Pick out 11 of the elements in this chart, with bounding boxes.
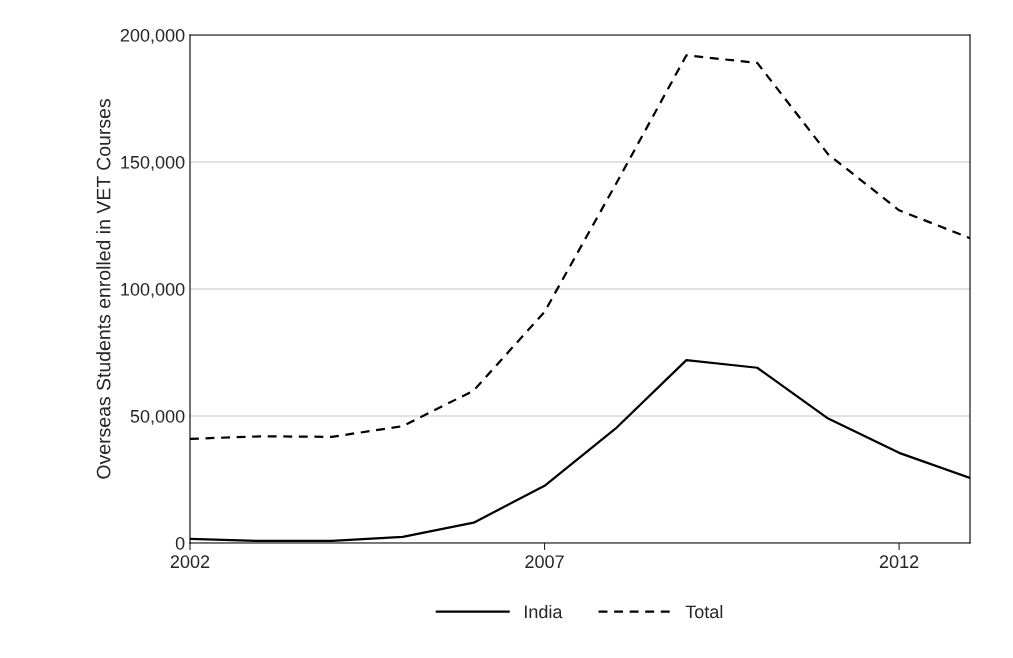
x-tick-label: 2002 [170,555,210,569]
y-axis-title: Overseas Students enrolled in VET Courses [96,99,111,479]
legend-label: Total [685,604,723,619]
x-tick-label: 2007 [525,555,564,569]
y-tick-label: 0 [175,536,185,550]
y-tick-label: 200,000 [120,28,185,44]
x-tick-label: 2012 [879,555,919,569]
legend-label: India [524,604,563,619]
y-tick-label: 50,000 [130,409,185,425]
y-tick-label: 100,000 [121,282,185,298]
y-tick-label: 150,000 [121,155,185,171]
